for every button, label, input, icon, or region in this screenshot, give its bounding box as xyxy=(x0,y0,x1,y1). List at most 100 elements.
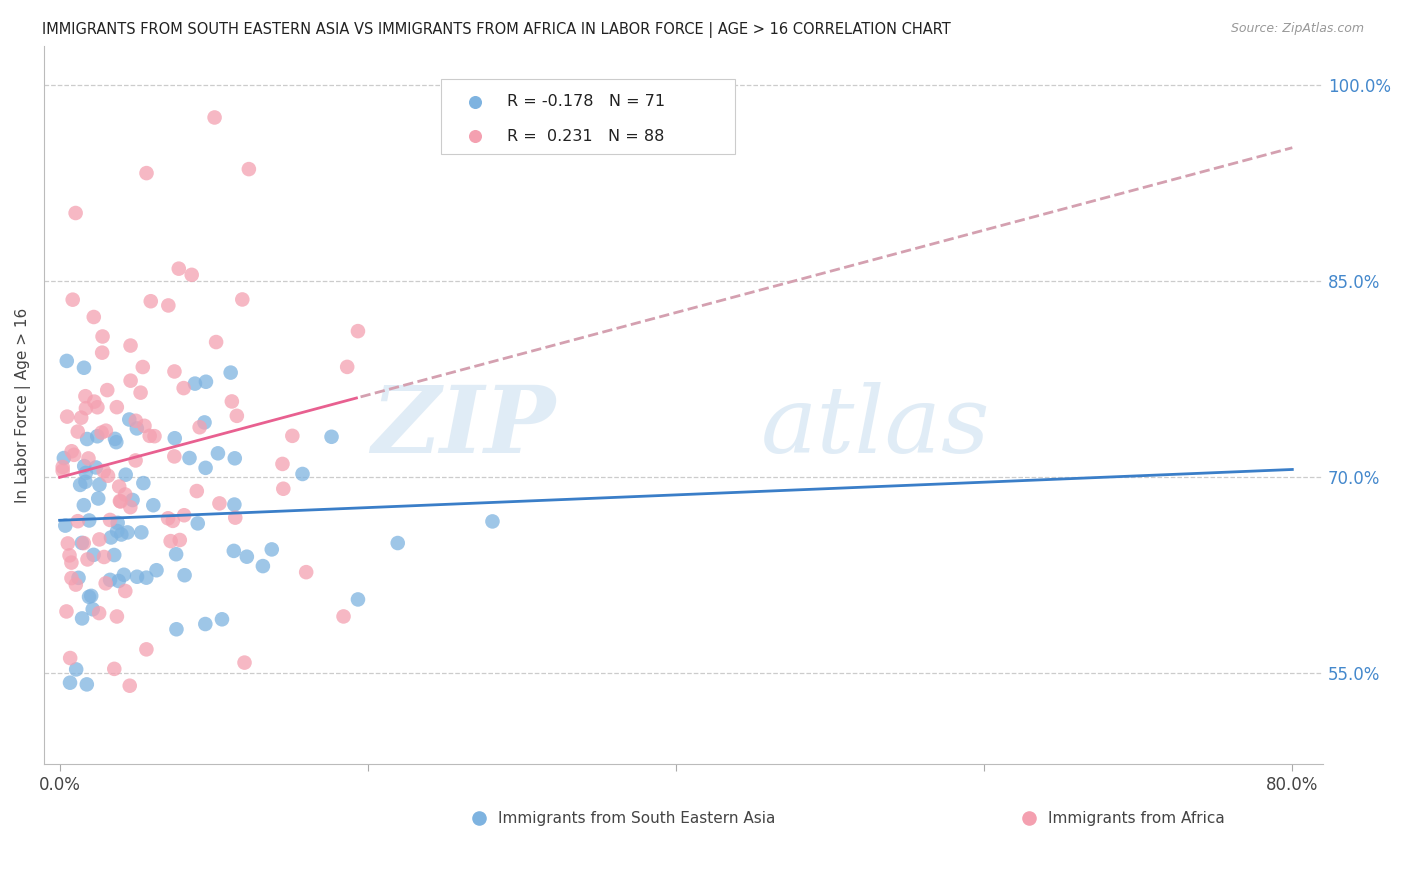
Point xyxy=(66,425,89,439)
Point xyxy=(108,494,131,508)
Point xyxy=(90,425,112,440)
Point xyxy=(204,111,226,125)
Point xyxy=(129,385,152,400)
Point xyxy=(76,677,98,691)
Point xyxy=(224,451,246,466)
Point xyxy=(481,515,503,529)
Point xyxy=(110,494,132,508)
Point xyxy=(56,409,79,424)
Point xyxy=(186,484,208,499)
Point xyxy=(98,573,121,587)
Point xyxy=(135,166,157,180)
Point xyxy=(125,570,148,584)
Point xyxy=(65,662,87,676)
Point xyxy=(98,513,121,527)
Point xyxy=(157,298,180,312)
Point xyxy=(224,510,246,524)
Point xyxy=(135,571,157,585)
Point xyxy=(63,448,86,462)
Point xyxy=(75,466,97,480)
Point xyxy=(76,432,98,446)
Point xyxy=(169,533,191,547)
Point xyxy=(142,498,165,512)
Point xyxy=(73,536,96,550)
Point xyxy=(52,464,75,478)
Point xyxy=(70,536,93,550)
Point xyxy=(77,590,100,604)
Point xyxy=(70,611,93,625)
Point xyxy=(173,508,195,523)
Point xyxy=(162,514,184,528)
Point xyxy=(219,366,242,380)
Point xyxy=(76,552,98,566)
Point xyxy=(77,451,100,466)
Point xyxy=(236,549,259,564)
Point xyxy=(121,493,143,508)
Point xyxy=(193,416,215,430)
Text: R =  0.231   N = 88: R = 0.231 N = 88 xyxy=(508,128,665,144)
Point xyxy=(157,511,180,525)
Point xyxy=(194,460,217,475)
Point xyxy=(138,429,160,443)
Point xyxy=(73,498,96,512)
Point xyxy=(336,359,359,374)
Point xyxy=(66,514,89,528)
Point xyxy=(125,421,148,435)
Point xyxy=(132,359,155,374)
Point xyxy=(117,525,139,540)
Point xyxy=(65,577,87,591)
Point xyxy=(271,482,294,496)
Point xyxy=(194,375,217,389)
Point xyxy=(224,498,246,512)
Point xyxy=(173,381,195,395)
Point xyxy=(238,162,260,177)
Point xyxy=(86,401,108,415)
Point xyxy=(103,548,125,562)
Point xyxy=(163,431,186,445)
Point xyxy=(107,516,129,530)
Point xyxy=(132,476,155,491)
Point xyxy=(184,376,207,391)
Point xyxy=(124,453,146,467)
Text: Immigrants from Africa: Immigrants from Africa xyxy=(1047,811,1225,826)
Point xyxy=(120,374,142,388)
Point xyxy=(93,464,115,478)
Point xyxy=(58,549,80,563)
Point xyxy=(100,531,122,545)
Point xyxy=(221,394,243,409)
Point xyxy=(131,525,153,540)
Point xyxy=(93,549,115,564)
Point xyxy=(70,410,93,425)
Point xyxy=(52,451,75,466)
Point xyxy=(145,563,167,577)
Point xyxy=(252,559,274,574)
Point xyxy=(73,459,96,474)
Point xyxy=(120,338,142,352)
Point xyxy=(97,468,120,483)
Point xyxy=(83,394,105,409)
Point xyxy=(82,602,104,616)
Point xyxy=(83,548,105,562)
Point xyxy=(96,383,118,397)
Point xyxy=(75,389,97,403)
Point xyxy=(118,679,141,693)
Point xyxy=(271,457,294,471)
Point xyxy=(173,568,195,582)
Point xyxy=(112,567,135,582)
Point xyxy=(281,429,304,443)
Point xyxy=(86,429,108,443)
Point xyxy=(163,450,186,464)
Point xyxy=(89,533,111,547)
Point xyxy=(568,242,591,256)
Point xyxy=(135,642,157,657)
Point xyxy=(207,446,229,460)
Point xyxy=(347,324,370,338)
Point xyxy=(187,516,209,531)
Point xyxy=(295,565,318,579)
Point xyxy=(165,547,187,561)
Point xyxy=(159,534,181,549)
Y-axis label: In Labor Force | Age > 16: In Labor Force | Age > 16 xyxy=(15,308,31,503)
Point xyxy=(65,206,87,220)
Point xyxy=(105,435,128,450)
Point xyxy=(179,450,201,465)
